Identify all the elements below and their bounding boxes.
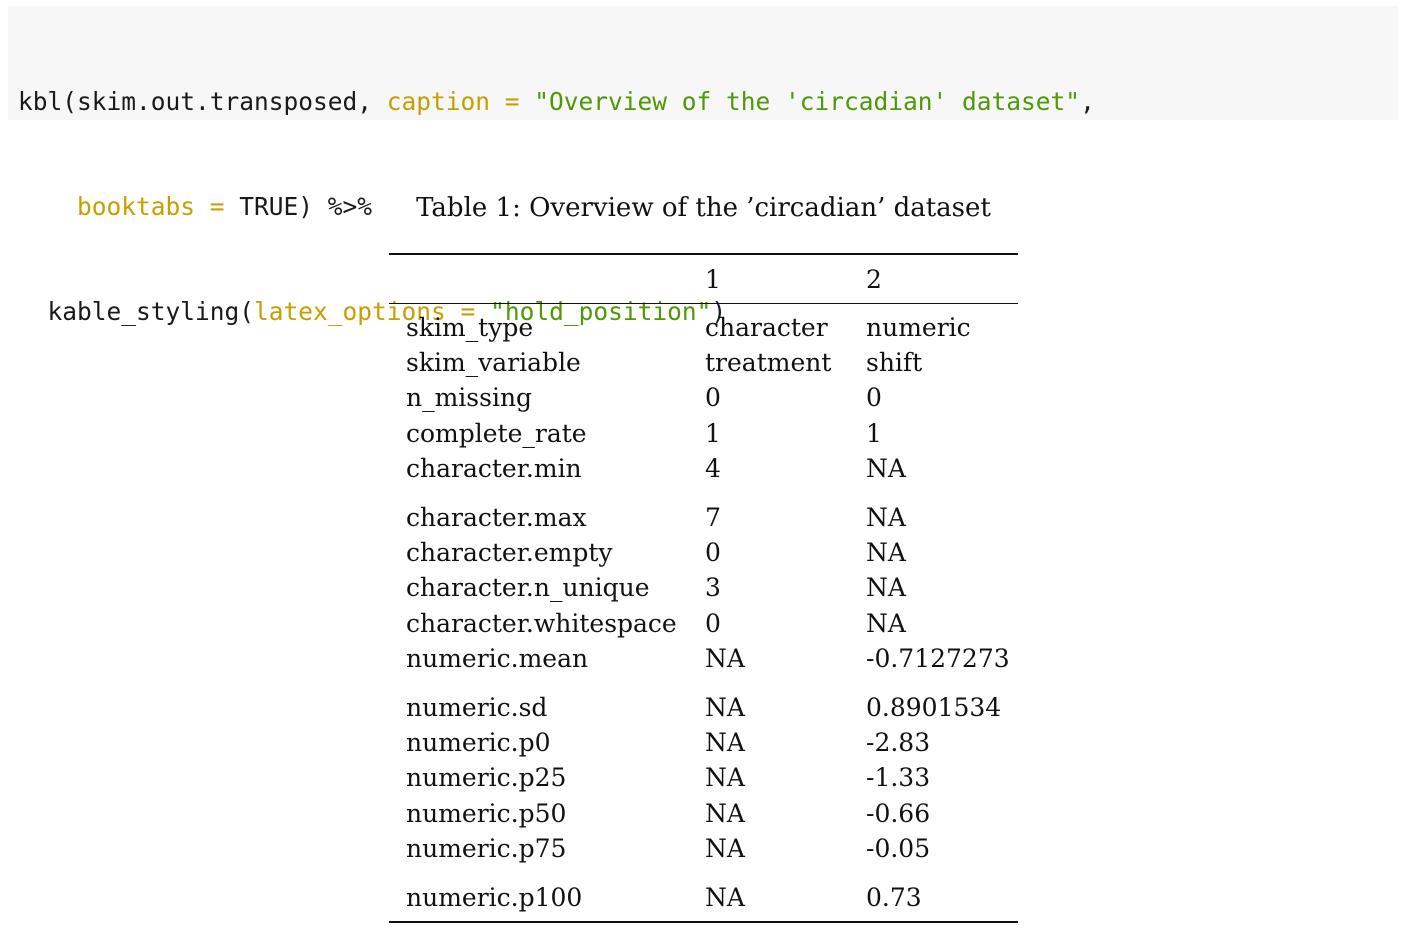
data-table: 1 2 skim_type character numeric skim_variab… xyxy=(389,253,1018,923)
table-cell: NA xyxy=(705,763,745,793)
table-cell: treatment xyxy=(705,348,832,378)
table-cell: 1 xyxy=(705,418,721,448)
table-cell: 4 xyxy=(705,453,721,483)
table-cell: -1.33 xyxy=(866,763,931,793)
table-row: skim_type character numeric xyxy=(389,304,1018,346)
table-cell: -0.66 xyxy=(866,798,931,828)
table-row: numeric.p25 NA -1.33 xyxy=(389,760,1018,795)
table-cell: 3 xyxy=(705,573,721,603)
row-label-cell: character.whitespace xyxy=(406,608,677,638)
table-cell: shift xyxy=(866,348,923,378)
table-cell: 0.8901534 xyxy=(866,692,1002,722)
code-argument: latex_options xyxy=(254,297,446,326)
code-argument: caption xyxy=(386,87,491,116)
code-indent xyxy=(18,297,48,326)
table-row: numeric.p50 NA -0.66 xyxy=(389,795,1018,830)
table-cell: numeric xyxy=(866,313,971,343)
row-label-cell: numeric.mean xyxy=(406,643,589,673)
row-label-cell: character.empty xyxy=(406,538,613,568)
row-label-cell: numeric.p50 xyxy=(406,798,567,828)
header-cell xyxy=(389,254,705,304)
code-block: kbl(skim.out.transposed, caption = "Over… xyxy=(8,6,1398,326)
code-value: TRUE) %>% xyxy=(239,192,373,221)
header-cell: 1 xyxy=(705,264,721,294)
row-label-cell: numeric.p100 xyxy=(406,882,583,912)
table-row: skim_variable treatment shift xyxy=(389,345,1018,380)
row-label-cell: character.n_unique xyxy=(406,573,650,603)
row-label-cell: character.min xyxy=(406,453,582,483)
table-body: skim_type character numeric skim_variable tr… xyxy=(389,304,1018,922)
table-cell: 0 xyxy=(705,608,721,638)
table-cell: NA xyxy=(705,798,745,828)
table-container: 1 2 skim_type character numeric skim_variab… xyxy=(389,253,1018,923)
code-indent xyxy=(18,192,77,221)
row-label-cell: complete_rate xyxy=(406,418,587,448)
table-cell: NA xyxy=(705,882,745,912)
row-label-cell: numeric.p25 xyxy=(406,763,567,793)
code-operator: = xyxy=(490,87,535,116)
table-cell: NA xyxy=(705,833,745,863)
table-header-row: 1 2 xyxy=(389,254,1018,304)
table-cell: NA xyxy=(866,608,906,638)
table-row: character.empty 0 NA xyxy=(389,535,1018,570)
table-row: character.whitespace 0 NA xyxy=(389,606,1018,641)
table-row: character.n_unique 3 NA xyxy=(389,570,1018,605)
row-label-cell: numeric.p75 xyxy=(406,833,567,863)
table-row: character.min 4 NA xyxy=(389,451,1018,486)
row-label-cell: n_missing xyxy=(406,383,533,413)
table-cell: NA xyxy=(705,728,745,758)
table-cell: NA xyxy=(866,573,906,603)
row-label-cell: skim_type xyxy=(406,313,534,343)
table-cell: 7 xyxy=(705,503,721,533)
table-cell: NA xyxy=(705,643,745,673)
row-label-cell: numeric.p0 xyxy=(406,728,551,758)
table-row: n_missing 0 0 xyxy=(389,380,1018,415)
code-line-3: kable_styling(latex_options = "hold_posi… xyxy=(18,294,1398,329)
table-cell: character xyxy=(705,313,828,343)
code-punct: , xyxy=(1080,87,1095,116)
code-line-2: booktabs = TRUE) %>% xyxy=(18,189,1398,224)
table-cell: 0 xyxy=(705,538,721,568)
code-punct: ) xyxy=(711,297,727,326)
row-label-cell: numeric.sd xyxy=(406,692,548,722)
table-row: numeric.mean NA -0.7127273 xyxy=(389,641,1018,676)
table-cell: 0 xyxy=(866,383,882,413)
table-cell: NA xyxy=(866,538,906,568)
table-row: numeric.p100 NA 0.73 xyxy=(389,866,1018,922)
table-caption: Table 1: Overview of the ’circadian’ dat… xyxy=(416,193,991,223)
table-cell: 0 xyxy=(705,383,721,413)
code-string: "Overview of the 'circadian' dataset" xyxy=(534,87,1081,116)
table-cell: -2.83 xyxy=(866,728,931,758)
code-function: kable_styling( xyxy=(47,297,255,326)
code-function: kbl(skim.out.transposed, xyxy=(18,87,387,116)
table-cell: 0.73 xyxy=(866,882,922,912)
code-string: "hold_position" xyxy=(490,297,712,326)
table-cell: NA xyxy=(705,692,745,722)
code-operator: = xyxy=(445,297,491,326)
code-line-1: kbl(skim.out.transposed, caption = "Over… xyxy=(18,84,1398,119)
table-row: numeric.sd NA 0.8901534 xyxy=(389,676,1018,725)
code-argument: booktabs xyxy=(77,192,196,221)
table-row: numeric.p0 NA -2.83 xyxy=(389,725,1018,760)
table-cell: 1 xyxy=(866,418,882,448)
header-cell: 2 xyxy=(866,264,882,294)
table-row: character.max 7 NA xyxy=(389,486,1018,535)
table-cell: -0.7127273 xyxy=(866,643,1010,673)
table-row: numeric.p75 NA -0.05 xyxy=(389,831,1018,866)
row-label-cell: character.max xyxy=(406,503,587,533)
code-operator: = xyxy=(195,192,240,221)
table-cell: -0.05 xyxy=(866,833,931,863)
table-cell: NA xyxy=(866,503,906,533)
table-row: complete_rate 1 1 xyxy=(389,416,1018,451)
table-cell: NA xyxy=(866,453,906,483)
row-label-cell: skim_variable xyxy=(406,348,581,378)
